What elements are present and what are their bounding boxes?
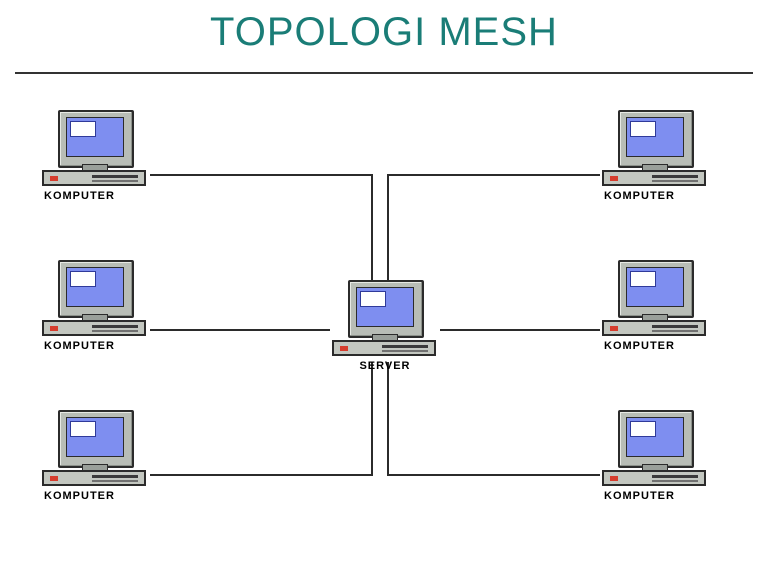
node-label: KOMPUTER [604, 490, 710, 502]
node-label: KOMPUTER [44, 340, 150, 352]
computer-bot-right: KOMPUTER [600, 410, 710, 502]
computer-top-right: KOMPUTER [600, 110, 710, 202]
node-label: KOMPUTER [44, 490, 150, 502]
computer-icon [600, 410, 710, 488]
computer-mid-left: KOMPUTER [40, 260, 150, 352]
computer-bot-left: KOMPUTER [40, 410, 150, 502]
computer-icon [600, 260, 710, 338]
computer-icon [40, 110, 150, 188]
node-label: KOMPUTER [604, 190, 710, 202]
node-label: KOMPUTER [44, 190, 150, 202]
computer-icon [40, 260, 150, 338]
page-title: TOPOLOGI MESH [0, 10, 768, 55]
computer-top-left: KOMPUTER [40, 110, 150, 202]
computer-icon [40, 410, 150, 488]
title-divider [15, 72, 753, 74]
server-node: SERVER [330, 280, 440, 372]
node-label: KOMPUTER [604, 340, 710, 352]
computer-icon [600, 110, 710, 188]
computer-mid-right: KOMPUTER [600, 260, 710, 352]
computer-icon [330, 280, 440, 358]
node-label: SERVER [330, 360, 440, 372]
